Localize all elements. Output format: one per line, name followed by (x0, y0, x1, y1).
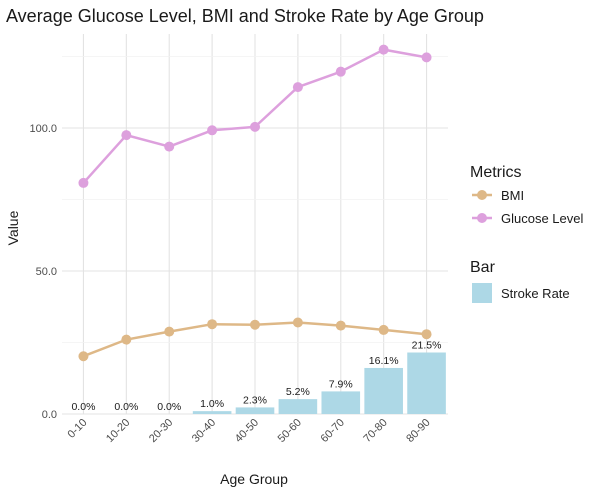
x-tick-label: 40-50 (233, 417, 261, 445)
data-point-bmi (378, 324, 389, 335)
x-tick-label: 0-10 (66, 417, 90, 441)
x-axis-label: Age Group (220, 471, 288, 487)
bar-data-label: 5.2% (286, 386, 310, 398)
bar (407, 352, 446, 414)
y-axis-label: Value (5, 210, 21, 245)
x-tick-label: 20-30 (147, 417, 175, 445)
bar (321, 391, 361, 414)
y-tick-label: 50.0 (36, 266, 57, 278)
x-tick-label: 10-20 (104, 417, 132, 445)
x-tick-label: 70-80 (361, 417, 389, 445)
bar (278, 399, 318, 414)
legend-dot-glucose (477, 213, 487, 223)
legend-label-bmi: BMI (501, 188, 524, 203)
bar-data-label: 0.0% (71, 401, 95, 413)
data-point-glucose (335, 66, 346, 77)
x-tick-label: 60-70 (319, 417, 347, 445)
x-tick-label: 30-40 (190, 417, 218, 445)
bar (192, 411, 232, 414)
legend-item-bmi: BMI (472, 188, 524, 203)
bar-data-label: 21.5% (412, 340, 442, 352)
data-point-glucose (378, 44, 389, 55)
legend-swatch-stroke-rate (472, 283, 492, 303)
y-tick-label: 100.0 (29, 123, 57, 135)
x-tick-label: 50-60 (276, 417, 304, 445)
data-point-glucose (250, 121, 260, 132)
legend-item-stroke-rate: Stroke Rate (472, 283, 570, 303)
data-point-bmi (78, 351, 89, 362)
bar-data-label: 1.0% (200, 398, 224, 410)
line-series (78, 44, 432, 362)
data-point-glucose (207, 125, 218, 136)
bar-data-label: 2.3% (243, 394, 267, 406)
legend: Metrics BMI Glucose Level Bar Stroke Rat… (470, 164, 583, 303)
data-point-glucose (421, 52, 432, 63)
legend-title-metrics: Metrics (470, 164, 522, 181)
x-axis: 0-10 10-20 20-30 30-40 40-50 50-60 60-70 70-80 8… (66, 417, 433, 445)
y-tick-label: 0.0 (42, 409, 57, 421)
chart-title: Average Glucose Level, BMI and Stroke Ra… (6, 6, 484, 26)
legend-label-glucose: Glucose Level (501, 211, 583, 226)
bar (235, 407, 275, 414)
bar-data-label: 7.9% (329, 378, 353, 390)
data-point-bmi (207, 319, 218, 330)
bar-series: 0.0% 0.0% 0.0% 1.0% 2.3% 5.2% 7.9% 16.1% 21.5% (71, 340, 446, 414)
bar-data-label: 0.0% (114, 401, 138, 413)
legend-item-glucose: Glucose Level (472, 211, 583, 226)
bar (364, 367, 403, 414)
data-point-bmi (121, 334, 132, 345)
y-axis: 0.0 50.0 100.0 (29, 123, 57, 421)
data-point-bmi (421, 329, 432, 340)
legend-label-stroke-rate: Stroke Rate (501, 286, 570, 301)
bar-data-label: 16.1% (369, 355, 399, 367)
x-tick-label: 80-90 (404, 417, 432, 445)
data-point-bmi (292, 317, 303, 328)
data-point-glucose (164, 141, 175, 152)
data-point-glucose (121, 130, 132, 141)
data-point-bmi (164, 326, 175, 337)
legend-dot-bmi (477, 190, 487, 200)
data-point-glucose (78, 177, 89, 188)
data-point-bmi (250, 319, 260, 330)
bar-data-label: 0.0% (157, 401, 181, 413)
data-point-bmi (335, 320, 346, 331)
legend-title-bar: Bar (470, 259, 496, 276)
data-point-glucose (292, 82, 303, 93)
